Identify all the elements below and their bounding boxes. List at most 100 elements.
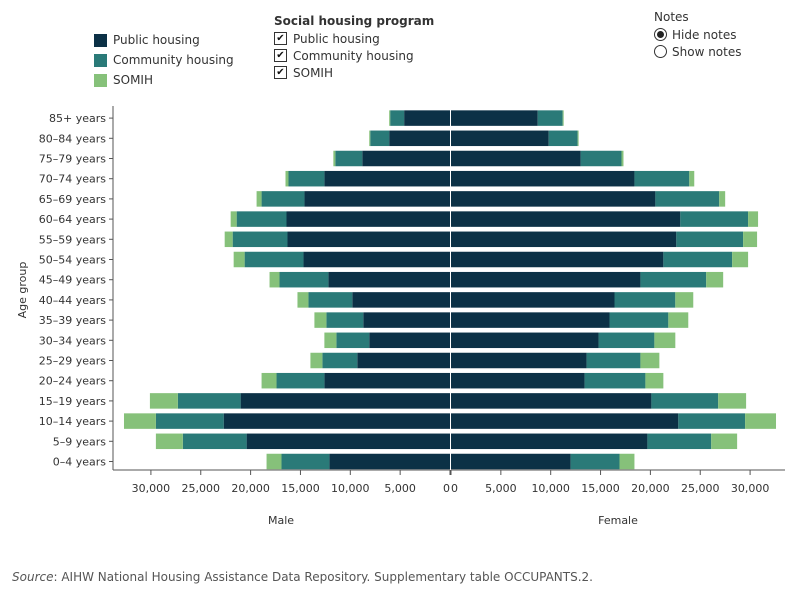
- bar-female-public: [451, 352, 587, 369]
- bar-male-public: [246, 433, 450, 450]
- bar-female-public: [451, 170, 635, 187]
- bar-male-community: [236, 211, 287, 227]
- bar-female-public: [451, 413, 679, 429]
- bar-male-community: [232, 231, 288, 248]
- checkbox-public[interactable]: ✔: [274, 32, 287, 45]
- bar-female-public: [451, 433, 648, 450]
- bar-female-community: [609, 312, 669, 328]
- age-label: 40–44 years: [39, 294, 107, 307]
- bar-male-public: [324, 170, 450, 187]
- x-tick-label-male: 25,000: [182, 482, 221, 495]
- bar-female-community: [634, 170, 690, 187]
- age-label: 65–69 years: [39, 193, 107, 206]
- age-label: 30–34 years: [39, 334, 107, 347]
- program-option-label-public[interactable]: Public housing: [293, 31, 380, 46]
- bar-female-somih: [745, 413, 777, 429]
- bar-male-somih: [285, 170, 289, 187]
- source-prefix: Source: [12, 570, 54, 584]
- notes-option-show[interactable]: Show notes: [654, 43, 741, 60]
- program-option-somih[interactable]: ✔ SOMIH: [274, 64, 434, 81]
- bar-male-public: [389, 130, 450, 147]
- x-tick-label-female: 20,000: [631, 482, 670, 495]
- bar-female-somih: [577, 130, 579, 147]
- bar-male-public: [240, 393, 450, 409]
- bar-male-somih: [123, 413, 156, 429]
- bar-female-community: [580, 150, 622, 167]
- bar-male-community: [335, 150, 363, 167]
- legend-item-somih: SOMIH: [94, 70, 234, 90]
- bar-male-public: [369, 332, 450, 349]
- bar-male-somih: [369, 130, 371, 147]
- x-tick-label-female: 0: [451, 482, 458, 495]
- bar-male-community: [281, 453, 330, 470]
- program-option-public[interactable]: ✔ Public housing: [274, 30, 434, 47]
- notes-option-hide[interactable]: Hide notes: [654, 26, 741, 43]
- x-tick-label-male: 5,000: [384, 482, 416, 495]
- bar-female-somih: [562, 110, 564, 126]
- bar-female-public: [451, 453, 571, 470]
- radio-hide-notes[interactable]: [654, 28, 667, 41]
- notes-option-label-show[interactable]: Show notes: [672, 44, 742, 59]
- bar-female-community: [647, 433, 712, 450]
- population-pyramid-chart: 85+ years 80–84 years 75–79 years 70–74 yea…: [16, 106, 785, 527]
- bar-female-public: [451, 372, 585, 389]
- bar-female-public: [451, 292, 615, 308]
- program-option-community[interactable]: ✔ Community housing: [274, 47, 434, 64]
- age-label: 55–59 years: [39, 233, 107, 246]
- age-label: 80–84 years: [39, 132, 107, 145]
- x-tick-label-male: 20,000: [231, 482, 270, 495]
- bar-female-community: [598, 332, 655, 349]
- bar-male-somih: [256, 191, 262, 207]
- bar-female-somih: [675, 292, 694, 308]
- bar-male-somih: [149, 393, 178, 409]
- bar-male-community: [370, 130, 390, 147]
- bar-male-somih: [261, 372, 277, 389]
- checkbox-community[interactable]: ✔: [274, 49, 287, 62]
- bar-female-somih: [711, 433, 738, 450]
- bar-male-somih: [230, 211, 237, 227]
- source-text: : AIHW National Housing Assistance Data …: [53, 570, 593, 584]
- bar-female-community: [548, 130, 578, 147]
- x-tick-label-female: 5,000: [485, 482, 517, 495]
- legend-label-community: Community housing: [113, 53, 234, 67]
- bar-female-somih: [689, 170, 695, 187]
- bar-female-community: [586, 352, 641, 369]
- bar-male-community: [326, 312, 364, 328]
- checkbox-somih[interactable]: ✔: [274, 66, 287, 79]
- legend-item-public: Public housing: [94, 30, 234, 50]
- bar-female-community: [680, 211, 749, 227]
- age-label: 10–14 years: [39, 415, 107, 428]
- bar-male-somih: [310, 352, 323, 369]
- program-filter: Social housing program ✔ Public housing …: [274, 14, 434, 81]
- bar-male-public: [357, 352, 450, 369]
- x-tick-label-male: 15,000: [281, 482, 320, 495]
- bar-male-community: [244, 251, 304, 268]
- program-option-label-community[interactable]: Community housing: [293, 48, 414, 63]
- legend-label-somih: SOMIH: [113, 73, 153, 87]
- bar-female-community: [678, 413, 746, 429]
- program-option-label-somih[interactable]: SOMIH: [293, 65, 333, 80]
- radio-show-notes[interactable]: [654, 45, 667, 58]
- bar-male-public: [404, 110, 450, 126]
- bar-male-somih: [233, 251, 245, 268]
- x-tick-label-female: 10,000: [531, 482, 570, 495]
- bar-female-community: [651, 393, 719, 409]
- bar-male-somih: [269, 271, 280, 288]
- bar-female-somih: [719, 191, 726, 207]
- bar-male-community: [155, 413, 224, 429]
- bar-female-somih: [748, 211, 759, 227]
- bar-female-community: [584, 372, 646, 389]
- bar-male-public: [362, 150, 450, 167]
- bar-female-public: [451, 110, 538, 126]
- x-tick-label-male: 0: [443, 482, 450, 495]
- bar-female-public: [451, 251, 664, 268]
- notes-title: Notes: [654, 10, 689, 24]
- bar-female-community: [655, 191, 720, 207]
- bar-male-community: [261, 191, 305, 207]
- bar-male-community: [279, 271, 329, 288]
- bar-male-community: [390, 110, 405, 126]
- bar-female-somih: [743, 231, 758, 248]
- notes-option-label-hide[interactable]: Hide notes: [672, 27, 737, 42]
- x-tick-label-male: 30,000: [132, 482, 171, 495]
